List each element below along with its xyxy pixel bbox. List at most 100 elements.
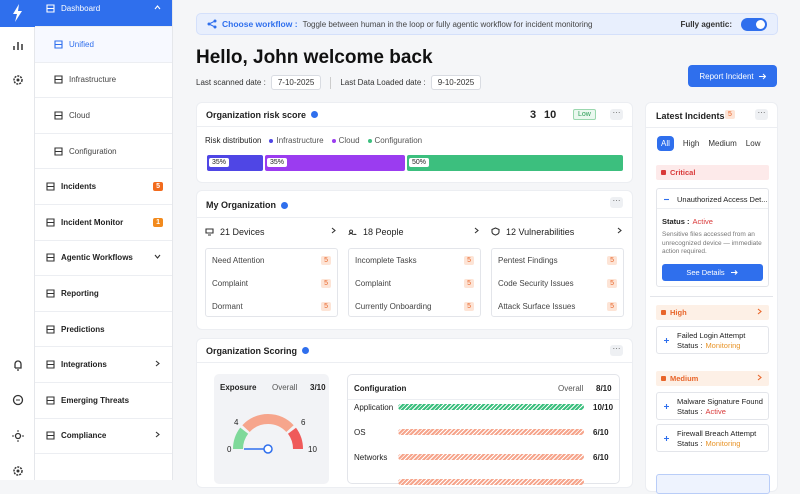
icon [54,147,63,156]
legend-dot [269,138,274,143]
logo[interactable] [0,0,35,27]
status-label: Status : [662,217,690,226]
icon [46,431,55,440]
organization-card: My Organization ··· [196,190,633,330]
nav-item[interactable]: Agentic Workflows [35,241,172,277]
severity-dot [661,170,666,175]
incident-status: Status : Monitoring [677,439,740,448]
incident-card[interactable]: Malware Signature Found Status : Active [656,392,769,420]
incident-title: Firewall Breach Attempt [677,429,757,438]
theme-icon[interactable] [12,430,24,442]
nav-item[interactable]: Emerging Threats [35,383,172,419]
config-score: 6/10 [593,428,609,437]
risk-score: 3 [530,109,537,121]
legend-item: Configuration [367,136,422,145]
more-button[interactable]: ··· [610,345,623,356]
nav-item[interactable]: Infrastructure [35,63,172,99]
list-row[interactable]: Complaint 5 [349,272,480,295]
banner-title: Choose workflow : [222,19,298,29]
icon [46,289,55,298]
incident-card[interactable]: Firewall Breach Attempt Status : Monitorin… [656,424,769,452]
list-row[interactable]: Currently Onboarding 5 [349,295,480,318]
gauge-label: 4 [234,418,239,427]
tab[interactable]: Low [745,139,761,148]
list-row[interactable]: Dormant 5 [206,295,337,318]
list-row[interactable]: Pentest Findings 5 [492,249,623,272]
see-details-button[interactable]: See Details [662,264,763,281]
expand-icon [662,434,671,445]
legend-label: Infrastructure [276,136,324,145]
divider [197,217,632,218]
row-label: Complaint [355,279,392,288]
nav-item[interactable]: Incident Monitor 1 [35,205,172,241]
divider [646,127,777,128]
nav-item[interactable]: Predictions [35,312,172,348]
severity-header[interactable]: Critical [656,165,769,180]
severity-dot [661,310,666,315]
status-label: Status : [677,407,703,416]
more-button[interactable]: ··· [610,197,623,208]
list-row[interactable]: Complaint 5 [206,272,337,295]
card-header: My Organization [197,193,632,217]
configuration-title: Configuration [354,384,407,393]
nav-item[interactable]: Integrations [35,347,172,383]
nav-item[interactable]: Unified [35,27,172,63]
greeting: Hello, John welcome back [196,47,433,68]
tab[interactable]: All [657,136,674,151]
chat-icon[interactable] [12,394,24,406]
settings-icon[interactable] [12,74,24,86]
analytics-icon[interactable] [12,39,24,51]
list-row[interactable]: Need Attention 5 [206,249,337,272]
overall-label: Overall [272,383,298,392]
nav-item[interactable]: Dashboard [35,0,172,27]
settings-icon[interactable] [12,465,24,477]
icon [54,111,63,120]
nav-item[interactable]: Reporting [35,276,172,312]
incident-card[interactable]: Failed Login Attempt Status : Monitoring [656,326,769,354]
row-label: Attack Surface Issues [498,302,576,311]
list-row[interactable]: Code Security Issues 5 [492,272,623,295]
icon [155,431,160,438]
card-title: Organization risk score [206,109,307,120]
nav-label: Incident Monitor [61,217,124,227]
nav-label: Infrastructure [69,75,117,85]
severity-header[interactable]: High [656,305,769,320]
icon [664,338,669,343]
icon [154,5,161,10]
expand-icon [662,195,671,206]
help-icon[interactable] [302,347,310,354]
exposure-gauge [232,414,303,454]
nav-item[interactable]: Compliance [35,419,172,455]
more-incidents[interactable] [656,474,770,494]
chevron [329,226,338,237]
row-count: 5 [321,279,331,288]
report-incident-button[interactable]: Report Incident [688,65,777,87]
list-row[interactable]: Incomplete Tasks 5 [349,249,480,272]
incident-card[interactable]: Unauthorized Access Det... Status : Active… [656,188,769,287]
help-icon[interactable] [281,201,289,209]
nav-item[interactable]: Cloud [35,98,172,134]
row-label: Incomplete Tasks [355,256,417,265]
group-header[interactable]: 21 Devices [205,226,338,237]
loaded-label: Last Data Loaded date : [340,78,426,87]
config-bar [398,429,584,435]
severity-header[interactable]: Medium [656,371,769,386]
toggle-label: Fully agentic: [680,19,732,29]
more-button[interactable]: ··· [755,109,768,120]
list-row[interactable]: Attack Surface Issues 5 [492,295,623,318]
row-label: Code Security Issues [498,279,574,288]
nav-item[interactable]: Incidents 5 [35,169,172,205]
help-icon[interactable] [311,111,319,118]
row-label: Complaint [212,279,249,288]
group-header[interactable]: 12 Vulnerabilities [491,226,624,237]
notifications-icon[interactable] [12,359,24,371]
nav-item[interactable]: Configuration [35,134,172,170]
agentic-toggle[interactable] [741,17,767,31]
chevron [615,226,624,237]
more-button[interactable]: ··· [610,109,623,120]
tab[interactable]: High [682,139,700,148]
tab[interactable]: Medium [708,139,737,148]
group-header[interactable]: 18 People [348,226,481,237]
gauge-label: 10 [308,445,317,454]
incident-title: Unauthorized Access Det... [677,195,768,204]
